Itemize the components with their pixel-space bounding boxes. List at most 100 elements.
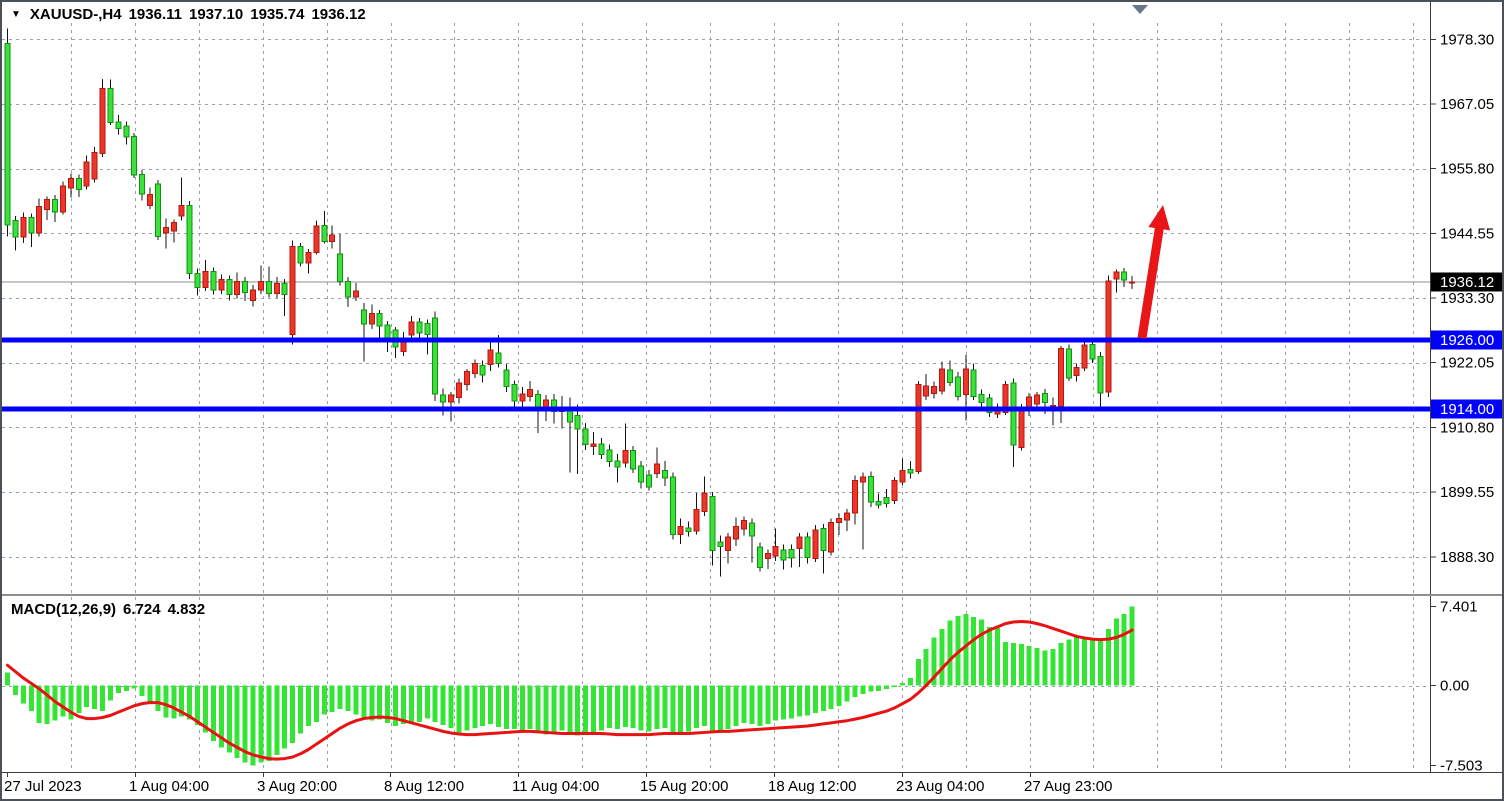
macd-histogram-bar [971,617,977,686]
candle-up [352,290,359,298]
candle-up [368,313,375,325]
macd-signal-value: 4.832 [167,601,206,618]
macd-histogram-bar [567,685,573,734]
candle-down [503,369,510,388]
candle-down [582,428,589,446]
candle-up [764,552,771,560]
candle-down [376,313,383,327]
candle-up [962,368,969,396]
macd-histogram-bar [258,685,264,763]
macd-histogram-bar [250,685,256,766]
macd-histogram-bar [1129,606,1135,686]
macd-histogram-bar [717,685,723,733]
candle-up [59,185,66,213]
ohlc-high: 1937.10 [189,5,244,23]
macd-histogram-bar [876,685,882,691]
macd-histogram-bar [218,685,224,748]
macd-histogram-bar [1113,618,1119,686]
candle-up [1034,394,1041,405]
candle-down [12,219,19,238]
macd-histogram-bar [899,682,905,686]
macd-histogram-bar [725,685,731,730]
macd-histogram-bar [844,685,850,702]
macd-histogram-bar [836,685,842,706]
macd-histogram-bar [1010,642,1016,686]
candle-up [400,341,407,353]
macd-indicator-label: MACD(12,26,9) 6.724 4.832 [11,601,212,618]
candle-down [1065,348,1072,379]
candle-up [257,280,264,291]
candle-down [788,548,795,559]
candle-up [1129,281,1136,284]
candle-up [487,349,494,366]
macd-histogram-bar [1018,643,1024,686]
candle-down [1097,356,1104,394]
macd-histogram-bar [630,685,636,729]
trend-arrow-head[interactable] [1148,205,1171,231]
macd-histogram-bar [606,685,612,729]
timeline-marker-icon[interactable] [1132,5,1148,14]
candle-down [123,125,130,138]
candle-up [851,479,858,514]
macd-histogram-bar [1058,642,1064,686]
macd-histogram-bar [931,637,937,686]
candle-down [337,253,344,282]
macd-histogram-bar [1034,648,1040,686]
candle-up [733,525,740,540]
candle-down [297,245,304,264]
macd-histogram-bar [559,685,565,731]
candle-down [978,394,985,404]
macd-histogram-bar [804,685,810,716]
macd-histogram-bar [1026,646,1032,686]
candle-up [891,479,898,501]
macd-histogram-bar [599,685,604,731]
macd-histogram-bar [305,685,311,727]
macd-histogram-bar [290,685,296,744]
candle-up [1018,407,1025,449]
price-axis-label: 1944.55 [1440,225,1494,242]
candle-up [741,520,748,530]
macd-histogram-bar [527,685,533,730]
macd-histogram-bar [298,685,304,734]
candle-down [440,394,447,403]
macd-histogram-bar [1090,640,1096,686]
macd-histogram-bar [440,685,446,725]
macd-histogram-bar [686,685,692,732]
macd-histogram-bar [179,685,185,717]
candle-up [725,536,732,551]
macd-histogram-bar [20,685,26,704]
macd-histogram-bar [424,685,430,719]
macd-histogram-bar [123,685,129,691]
macd-histogram-bar [480,685,486,727]
macd-histogram-bar [369,685,375,721]
candle-down [669,476,676,535]
candle-down [186,204,193,274]
price-axis-label: 1888.30 [1440,549,1494,566]
candle-down [321,225,328,243]
trend-arrow-shaft[interactable] [1137,222,1165,339]
macd-histogram-bar [749,685,755,724]
macd-histogram-bar [868,685,874,692]
candle-down [638,465,645,483]
symbol-dropdown-icon[interactable]: ▼ [11,8,21,20]
macd-histogram-bar [203,685,208,733]
candle-down [685,527,692,532]
macd-histogram-bar [591,685,597,733]
macd-histogram-bar [773,685,779,721]
macd-histogram-bar [622,685,628,728]
candle-up [915,383,922,473]
candle-up [313,225,320,254]
macd-histogram-bar [1050,649,1056,686]
macd-histogram-bar [789,685,795,719]
panel-separator[interactable] [2,594,1504,596]
macd-histogram-bar [551,685,557,733]
macd-histogram-bar [701,685,707,727]
macd-histogram-bar [583,685,589,735]
candle-up [527,388,534,397]
macd-histogram-bar [907,678,913,686]
candle-down [875,501,882,506]
macd-histogram-bar [654,685,660,730]
candle-up [218,279,225,291]
